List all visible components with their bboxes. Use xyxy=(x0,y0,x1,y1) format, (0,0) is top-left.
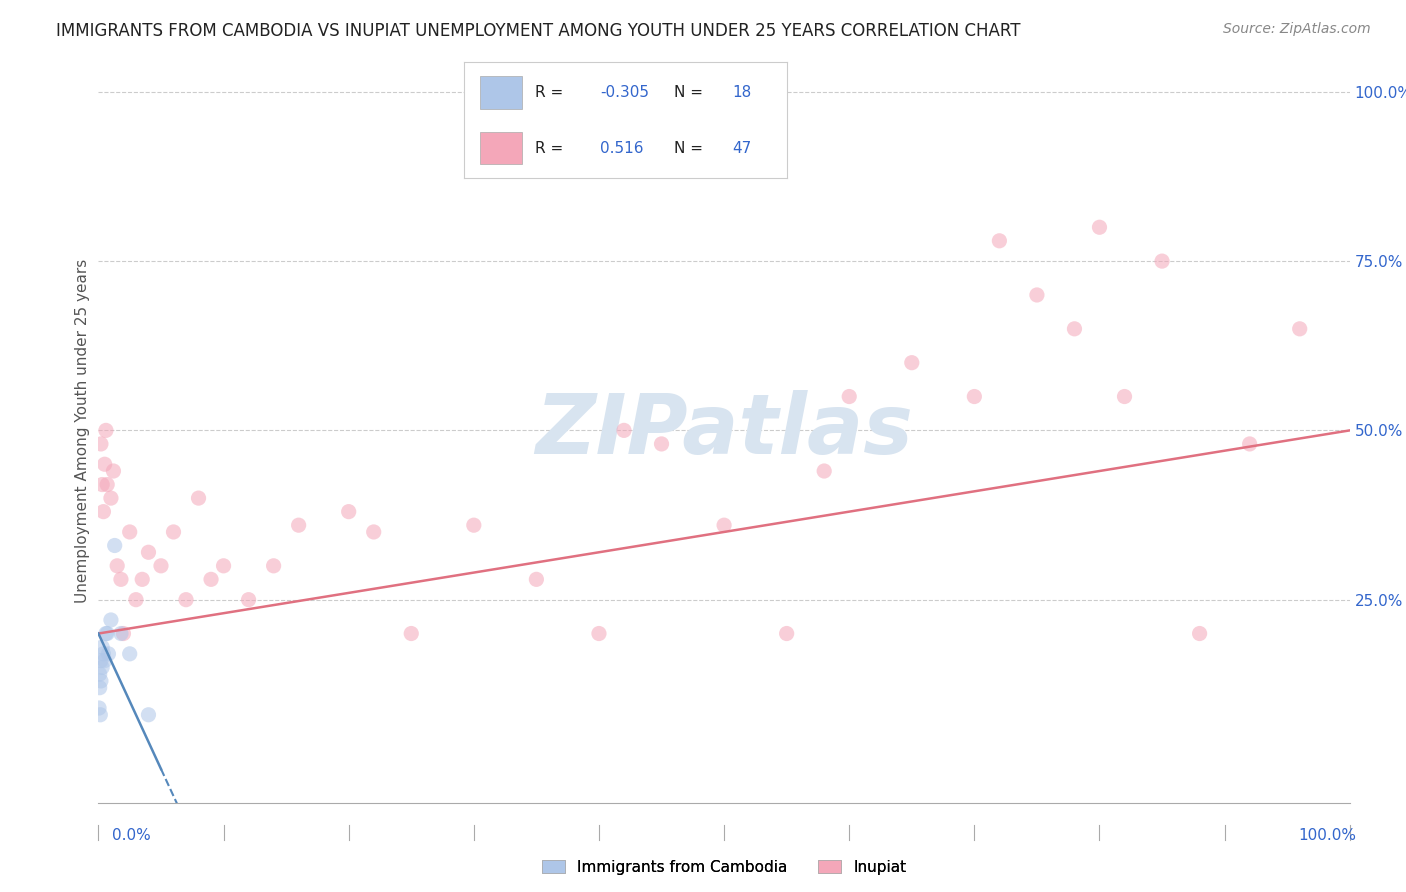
Point xyxy=(988,234,1011,248)
Point xyxy=(1239,437,1261,451)
Point xyxy=(97,647,120,661)
Point xyxy=(463,518,485,533)
Text: R =: R = xyxy=(536,85,568,100)
Point xyxy=(90,437,112,451)
Point xyxy=(401,626,423,640)
Point xyxy=(1088,220,1111,235)
Point xyxy=(200,573,222,587)
Point xyxy=(110,573,132,587)
Text: 0.0%: 0.0% xyxy=(112,828,152,843)
Point xyxy=(138,707,160,722)
Point xyxy=(138,545,160,559)
Point xyxy=(94,424,117,438)
FancyBboxPatch shape xyxy=(481,77,522,109)
Point xyxy=(963,390,986,404)
Point xyxy=(93,647,115,661)
Text: Source: ZipAtlas.com: Source: ZipAtlas.com xyxy=(1223,22,1371,37)
Point xyxy=(90,654,112,668)
Point xyxy=(363,524,385,539)
Point xyxy=(96,477,118,491)
Point xyxy=(93,654,115,668)
Point xyxy=(105,558,128,573)
Point xyxy=(212,558,235,573)
Point xyxy=(162,524,184,539)
Point xyxy=(1150,254,1173,268)
Text: N =: N = xyxy=(675,141,709,156)
Point xyxy=(1063,322,1085,336)
Point xyxy=(100,613,122,627)
Point xyxy=(1188,626,1211,640)
Point xyxy=(524,573,547,587)
Text: R =: R = xyxy=(536,141,568,156)
Text: ZIPatlas: ZIPatlas xyxy=(536,390,912,471)
Point xyxy=(91,640,114,654)
Point xyxy=(174,592,197,607)
Point xyxy=(588,626,610,640)
Point xyxy=(104,539,127,553)
Point xyxy=(613,424,636,438)
Y-axis label: Unemployment Among Youth under 25 years: Unemployment Among Youth under 25 years xyxy=(75,259,90,602)
Point xyxy=(91,477,114,491)
Text: 47: 47 xyxy=(733,141,752,156)
Point xyxy=(150,558,173,573)
Point xyxy=(813,464,835,478)
Text: IMMIGRANTS FROM CAMBODIA VS INUPIAT UNEMPLOYMENT AMONG YOUTH UNDER 25 YEARS CORR: IMMIGRANTS FROM CAMBODIA VS INUPIAT UNEM… xyxy=(56,22,1021,40)
Point xyxy=(287,518,309,533)
Point xyxy=(89,667,111,681)
Point xyxy=(187,491,209,505)
Point xyxy=(1026,288,1049,302)
Point xyxy=(91,660,114,674)
Point xyxy=(1288,322,1310,336)
Legend: Immigrants from Cambodia, Inupiat: Immigrants from Cambodia, Inupiat xyxy=(536,854,912,880)
Point xyxy=(110,626,132,640)
Point xyxy=(90,673,112,688)
Text: N =: N = xyxy=(675,85,709,100)
Point xyxy=(900,356,922,370)
Point xyxy=(125,592,148,607)
Point xyxy=(263,558,285,573)
Point xyxy=(238,592,260,607)
Point xyxy=(89,681,111,695)
Point xyxy=(118,524,141,539)
Point xyxy=(103,464,125,478)
Point xyxy=(100,491,122,505)
Point xyxy=(650,437,672,451)
Point xyxy=(87,701,110,715)
Point xyxy=(93,457,115,471)
Text: 18: 18 xyxy=(733,85,752,100)
Point xyxy=(713,518,735,533)
Point xyxy=(131,573,153,587)
Point xyxy=(337,505,360,519)
Point xyxy=(89,707,111,722)
Text: 100.0%: 100.0% xyxy=(1299,828,1357,843)
Point xyxy=(118,647,141,661)
Point xyxy=(776,626,799,640)
Point xyxy=(1114,390,1136,404)
Point xyxy=(94,626,117,640)
Point xyxy=(838,390,860,404)
Point xyxy=(112,626,135,640)
Text: -0.305: -0.305 xyxy=(600,85,648,100)
Point xyxy=(96,626,118,640)
Point xyxy=(93,505,115,519)
Text: 0.516: 0.516 xyxy=(600,141,644,156)
FancyBboxPatch shape xyxy=(481,132,522,164)
